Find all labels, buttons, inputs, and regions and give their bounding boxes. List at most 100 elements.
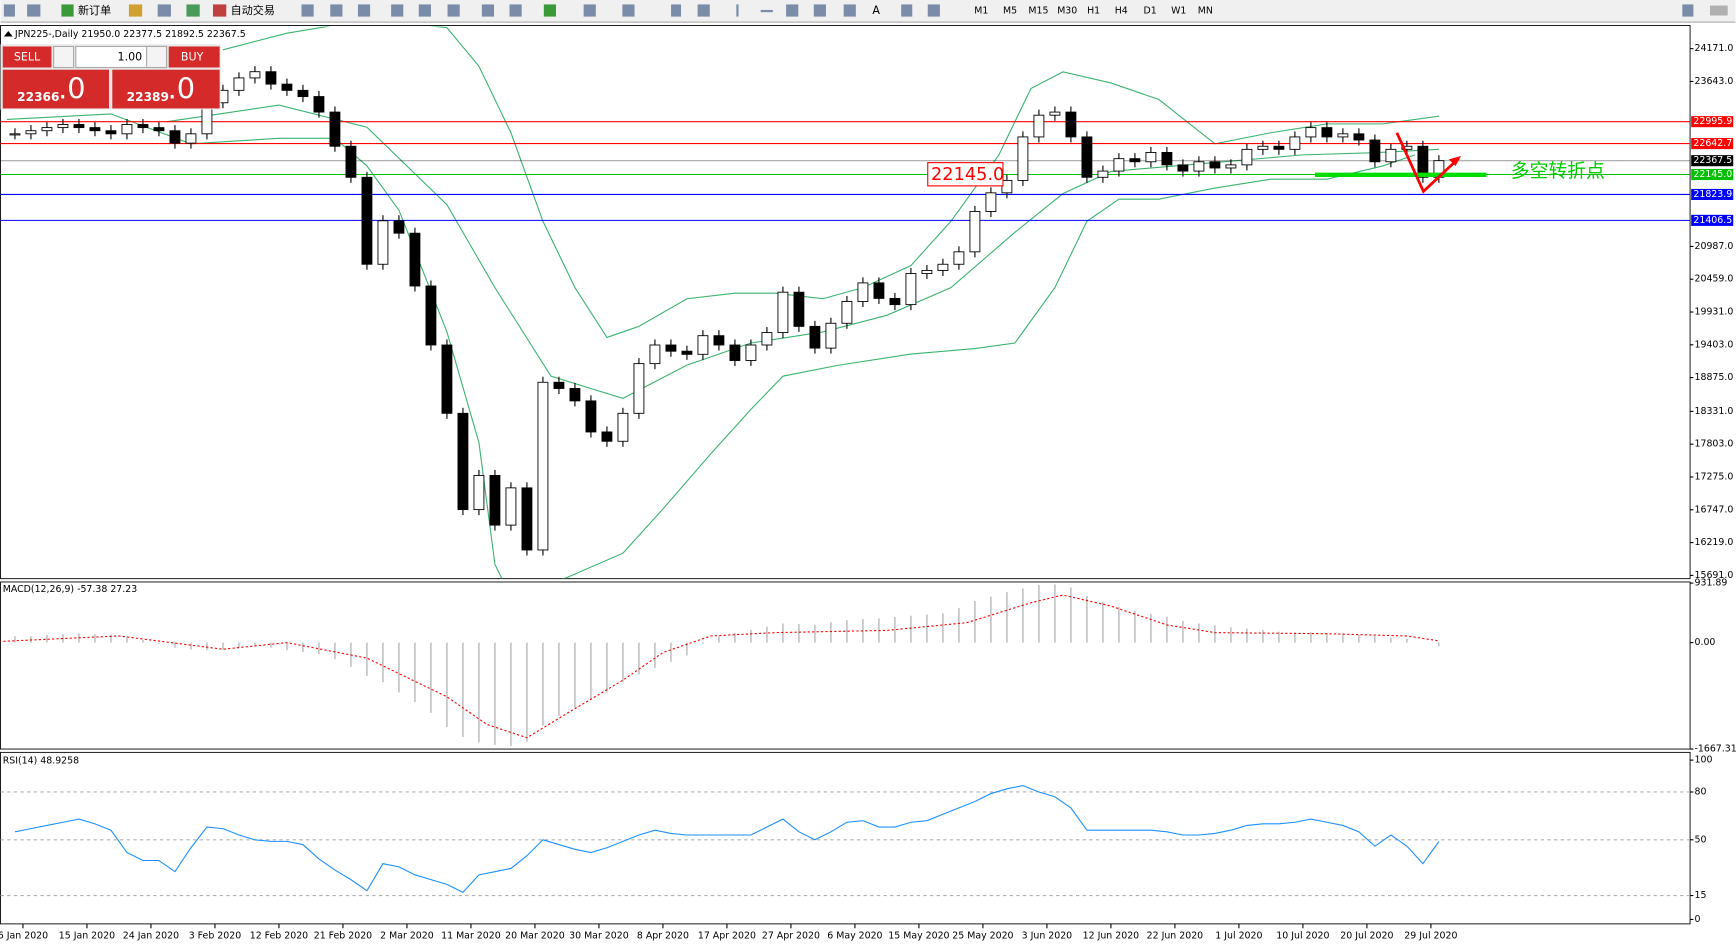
candle xyxy=(825,322,837,349)
icon[interactable] xyxy=(186,4,200,17)
toolbar-button[interactable]: 自动交易 xyxy=(231,3,275,17)
icon[interactable] xyxy=(622,4,635,17)
candle xyxy=(1017,136,1029,181)
x-tick-label: 11 Mar 2020 xyxy=(441,931,501,942)
icon[interactable] xyxy=(509,4,522,17)
candle xyxy=(969,211,981,253)
ask[interactable]: 22389 xyxy=(127,90,169,104)
timeframe[interactable]: H1 xyxy=(1087,6,1100,17)
text-tool[interactable]: A xyxy=(872,4,880,17)
candle xyxy=(57,124,69,129)
x-tick-label: 20 Jul 2020 xyxy=(1340,931,1393,942)
timeframe[interactable]: W1 xyxy=(1171,6,1186,17)
lots-up[interactable] xyxy=(146,45,168,69)
icon[interactable] xyxy=(418,4,431,17)
icon[interactable] xyxy=(813,4,826,17)
icon[interactable] xyxy=(1709,5,1728,16)
bid-fraction[interactable]: .0 xyxy=(58,72,85,106)
icon[interactable] xyxy=(671,4,682,17)
x-tick-label: 1 Jul 2020 xyxy=(1215,931,1262,942)
candle xyxy=(505,487,517,526)
icon[interactable] xyxy=(901,4,913,17)
icon[interactable] xyxy=(330,4,343,17)
candle xyxy=(329,111,341,147)
macd-title: MACD(12,26,9) -57.38 27.23 xyxy=(3,584,137,595)
price-level-box xyxy=(1691,138,1734,150)
icon[interactable] xyxy=(543,4,556,17)
candle xyxy=(729,344,741,361)
toolbar-button[interactable]: 新订单 xyxy=(78,3,111,17)
bid[interactable]: 22366 xyxy=(17,90,59,104)
price-level-box xyxy=(1691,168,1734,181)
icon[interactable] xyxy=(391,4,404,17)
collapse-arrow[interactable] xyxy=(3,30,13,37)
candle xyxy=(857,282,869,302)
icon[interactable] xyxy=(583,4,596,17)
sell-button[interactable] xyxy=(2,46,52,68)
icon[interactable] xyxy=(157,4,171,17)
candle xyxy=(985,192,997,212)
timeframe[interactable]: M5 xyxy=(1003,6,1017,17)
timeframe[interactable]: MN xyxy=(1198,6,1213,17)
candle xyxy=(537,381,549,551)
icon[interactable] xyxy=(27,4,41,17)
rsi-title: RSI(14) 48.9258 xyxy=(3,756,79,767)
lots-value[interactable]: 1.00 xyxy=(118,51,143,64)
timeframe[interactable]: H4 xyxy=(1115,6,1128,17)
bid-box[interactable] xyxy=(2,69,109,109)
candle xyxy=(1177,164,1189,172)
y-tick-label: 15 xyxy=(1695,890,1707,901)
icon[interactable] xyxy=(1682,4,1694,17)
icon[interactable] xyxy=(760,9,773,13)
icon[interactable] xyxy=(481,4,495,17)
x-tick-label: 15 Jan 2020 xyxy=(59,931,115,942)
icon[interactable] xyxy=(212,4,227,17)
icon[interactable] xyxy=(128,4,143,17)
price-level-box xyxy=(1691,214,1734,226)
candle xyxy=(569,388,581,402)
timeframes: M1 M5 M15 M30 H1 H4 D1 W1 MN xyxy=(974,6,1213,17)
buy-button[interactable] xyxy=(168,46,220,68)
icon[interactable] xyxy=(843,4,856,17)
bollinger-band xyxy=(6,113,1416,579)
timeframe[interactable]: M1 xyxy=(974,6,988,17)
macd-pane xyxy=(0,581,1691,750)
timeframe[interactable]: D1 xyxy=(1144,6,1157,17)
x-tick-label: 27 Apr 2020 xyxy=(762,931,820,942)
timeframe[interactable]: M30 xyxy=(1057,6,1077,17)
candle xyxy=(1289,136,1301,150)
annotation: 多空转折点 xyxy=(1511,160,1605,182)
candle xyxy=(345,145,357,178)
ask-fraction[interactable]: .0 xyxy=(168,72,195,106)
icon[interactable] xyxy=(301,4,314,17)
sell-label[interactable]: SELL xyxy=(14,51,41,64)
timeframe[interactable]: M15 xyxy=(1028,6,1048,17)
candle xyxy=(937,263,949,271)
x-tick-label: 3 Jun 2020 xyxy=(1022,931,1073,942)
candle xyxy=(1241,148,1253,166)
candle xyxy=(713,335,725,346)
icon[interactable] xyxy=(697,4,710,17)
candle xyxy=(73,124,85,129)
icon[interactable] xyxy=(927,4,940,17)
y-tick-label: 20459.0 xyxy=(1695,274,1734,285)
lots-down[interactable] xyxy=(53,45,75,69)
candle xyxy=(233,77,245,91)
icon[interactable] xyxy=(357,4,371,17)
y-tick-label: 24171.0 xyxy=(1695,43,1734,54)
candle xyxy=(1001,179,1013,194)
icon[interactable] xyxy=(736,4,739,17)
icon[interactable] xyxy=(3,4,15,17)
candle xyxy=(1193,161,1205,172)
ask-box[interactable] xyxy=(112,69,220,109)
candle xyxy=(553,381,565,389)
icon[interactable] xyxy=(786,4,799,17)
y-tick-label: 0 xyxy=(1695,914,1701,925)
y-tick-label: 19931.0 xyxy=(1695,307,1734,318)
icon[interactable] xyxy=(61,4,74,17)
x-tick-label: 21 Feb 2020 xyxy=(314,931,372,942)
icon[interactable] xyxy=(447,4,460,17)
buy-label[interactable]: BUY xyxy=(181,51,204,64)
